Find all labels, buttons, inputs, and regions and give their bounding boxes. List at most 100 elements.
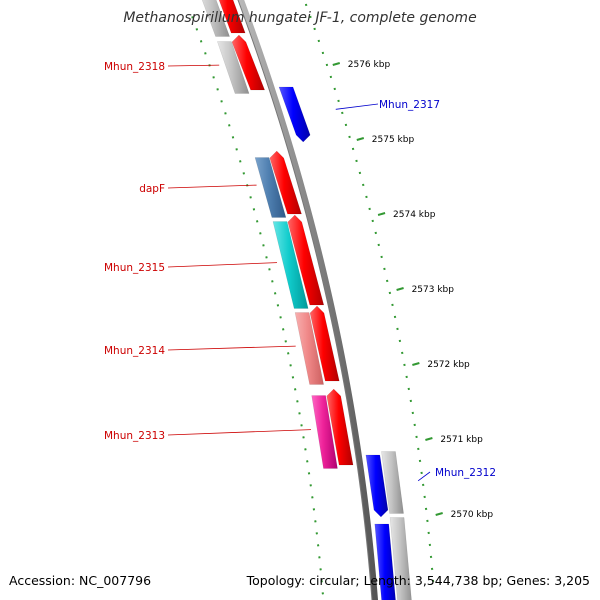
cog-bar-Mhun_2313 [311, 395, 338, 469]
ring-dot [204, 52, 207, 55]
ring-dot [316, 544, 320, 547]
ring-dot [313, 27, 316, 31]
ring-dot [321, 51, 325, 55]
cog-bar-edge-top [201, 0, 230, 37]
ring-dot [304, 3, 308, 7]
scale-tick [435, 512, 443, 516]
reverse-cds-Mhun_2317 [278, 86, 311, 143]
backbone-ring [237, 0, 379, 600]
ring-dot [315, 532, 318, 535]
scale-label: 2574 kbp [393, 210, 436, 220]
ring-dot [405, 375, 408, 379]
ring-dot [281, 328, 285, 331]
gene-features [201, 0, 412, 600]
ring-dot [191, 16, 194, 19]
ring-dot [235, 148, 238, 151]
ring-dot [380, 255, 383, 259]
ring-dot [312, 508, 316, 511]
cog-bar-Mhun_2312 [381, 451, 404, 514]
leader-line [417, 471, 431, 482]
ring-dot [403, 363, 406, 367]
ring-dot [314, 520, 317, 523]
ring-dot [271, 280, 274, 283]
ring-dot [409, 399, 413, 403]
ring-dot [365, 195, 368, 199]
ring-dot [398, 339, 402, 343]
leader-line [167, 345, 296, 351]
ring-dot [317, 39, 321, 43]
ring-dot [255, 220, 259, 223]
cog-bar-Mhun_2315 [272, 221, 309, 309]
gc-skew-dotted-rings [191, 3, 435, 595]
ring-dot [265, 256, 268, 259]
ring-dot [329, 75, 333, 79]
leader-line [167, 184, 257, 189]
forward-cds-edge-top [218, 0, 246, 34]
ring-dot [306, 460, 309, 463]
forward-cds-Mhun_2314 [309, 305, 340, 382]
ring-dot [309, 484, 312, 487]
genome-summary-text: Topology: circular; Length: 3,544,738 bp… [246, 573, 590, 588]
ring-dot [249, 196, 252, 199]
cog-bar-dapF [254, 157, 287, 218]
leader-line [167, 429, 312, 436]
cog-bar-edge-bottom [389, 517, 412, 600]
ring-dot [388, 291, 392, 295]
ring-dot [298, 412, 301, 415]
ring-dot [427, 531, 430, 535]
ring-dot [289, 364, 292, 367]
gene-label-Mhun_2313: Mhun_2313 [104, 430, 165, 442]
ring-dot [415, 435, 418, 439]
ring-dot [383, 267, 386, 271]
scale-ticks: 2576 kbp 2575 kbp 2574 kbp 2573 kbp 2572 kbp… [332, 60, 494, 520]
ring-dot [374, 231, 377, 235]
scale-label: 2573 kbp [412, 285, 455, 295]
scale-label: 2576 kbp [348, 60, 391, 70]
ring-dot [279, 316, 282, 319]
ring-dot [424, 507, 428, 511]
ring-dot [423, 495, 426, 499]
ring-dot [337, 99, 340, 103]
ring-dot [393, 315, 397, 319]
cog-bar-Mhun_2314 [294, 312, 324, 385]
ring-dot [428, 543, 432, 547]
ring-dot [371, 219, 374, 223]
ring-dot [351, 147, 355, 151]
forward-cds-dapF [269, 150, 302, 215]
ring-dot [417, 447, 420, 451]
ring-dot [320, 580, 323, 583]
ring-dot [321, 592, 324, 595]
ring-dot [300, 424, 303, 427]
forward-cds-Mhun_2313 [326, 388, 354, 466]
ring-dot [239, 160, 242, 163]
ring-dot [216, 88, 219, 91]
gene-label-Mhun_2318: Mhun_2318 [104, 61, 165, 73]
cog-bar-Mhun_2318 [217, 41, 250, 94]
forward-cds-Mhun_2318 [231, 34, 266, 91]
ring-dot [307, 472, 311, 475]
scale-label: 2572 kbp [427, 360, 470, 370]
gene-label-dapF: dapF [139, 183, 165, 195]
scale-tick [425, 437, 433, 441]
ring-dot [318, 556, 321, 559]
ring-dot [426, 519, 429, 523]
ring-dot [224, 112, 227, 115]
ring-dot [411, 411, 415, 415]
scale-label: 2570 kbp [451, 510, 494, 520]
ring-dot [407, 387, 410, 391]
accession-text: Accession: NC_007796 [9, 573, 152, 588]
ring-dot [396, 327, 399, 331]
ring-dot [199, 40, 203, 43]
ring-dot [431, 579, 435, 583]
ring-dot [195, 28, 199, 31]
ring-dot [276, 304, 280, 307]
ring-dot [259, 232, 262, 235]
ring-dot [401, 351, 404, 355]
ring-dot [358, 171, 362, 175]
ring-dot [311, 496, 314, 499]
ring-dot [242, 172, 245, 175]
ring-dot [268, 268, 271, 271]
ring-dot [252, 208, 256, 211]
ring-dot [418, 459, 422, 463]
